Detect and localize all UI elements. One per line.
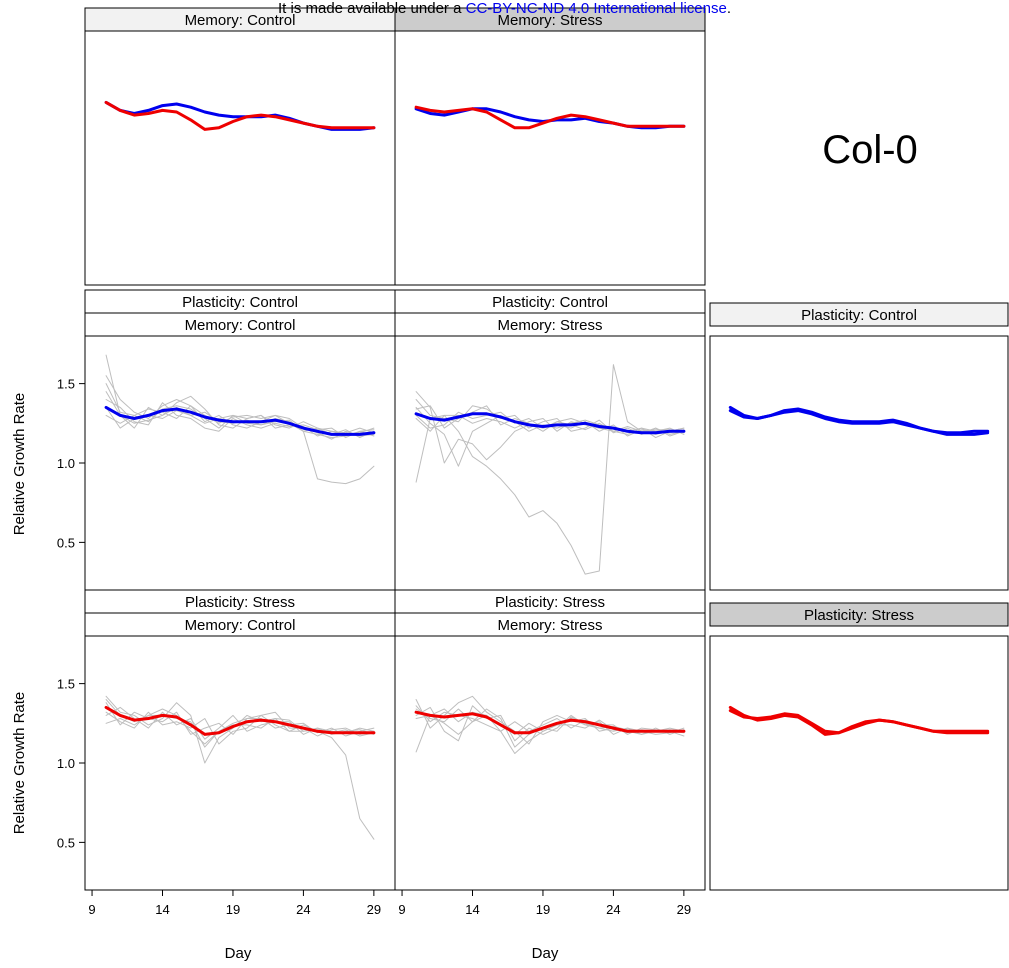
series-line-mem_ctrl-1 (104, 100, 376, 131)
strip-ps_ms-memory: Memory: Stress (497, 617, 602, 634)
individual-line-pc_mc-2 (105, 391, 375, 435)
panel-pc_mc (84, 335, 396, 591)
y-tick-label: 0.5 (57, 535, 75, 550)
y-tick-label: 1.0 (57, 456, 75, 471)
x-tick-label: 19 (536, 902, 550, 917)
x-tick-label: 24 (606, 902, 620, 917)
panel-ps_mc (84, 635, 396, 891)
y-tick-label: 1.5 (57, 677, 75, 692)
x-axis-label-left: Day (225, 945, 252, 962)
strip-pc_mc-memory: Memory: Control (185, 317, 296, 334)
x-tick-label: 14 (155, 902, 169, 917)
strip-layer: Plasticity: Control Memory: Control Plasti… (84, 7, 1009, 637)
license-link[interactable]: CC-BY-NC-ND 4.0 International license (465, 0, 727, 17)
strip-ps_ms-plasticity: Plasticity: Stress (495, 594, 605, 611)
strip-plasticity-control-right-box (709, 302, 1009, 327)
strip-memory-stress: Memory: Stress (497, 12, 602, 29)
mean-line-pc_ms (414, 412, 686, 435)
strip-plasticity-stress-right: Plasticity: Stress (804, 607, 914, 624)
panel-plast_ctrl (709, 335, 1009, 591)
panel-ps_ms (394, 635, 706, 891)
strip-ps_mc-plasticity: Plasticity: Stress (185, 594, 295, 611)
individual-line-ps_ms-4 (415, 708, 685, 735)
series-line-plast_ctrl-1 (728, 409, 990, 435)
strip-ps_mc-memory: Memory: Control (185, 617, 296, 634)
x-tick-label: 19 (226, 902, 240, 917)
axis-layer: 0.5 1.0 1.5 0.5 1.0 1.5 9 14 19 24 29 9 14 19 24 29 (57, 377, 691, 917)
y-tick-label: 0.5 (57, 835, 75, 850)
banner-text: It is made available under a (277, 0, 466, 17)
strip-pc_ms-plasticity: Plasticity: Control (492, 294, 608, 311)
y-tick-label: 1.0 (57, 756, 75, 771)
strip-memory-control: Memory: Control (185, 12, 296, 29)
banner-suffix: . (726, 0, 731, 17)
license-banner: It is made available under a CC-BY-NC-ND… (0, 0, 1009, 22)
genotype-label: Col-0 (822, 128, 918, 172)
y-tick-label: 1.5 (57, 377, 75, 392)
panel-plast_stress (709, 635, 1009, 891)
individual-line-ps_mc-2 (105, 711, 375, 745)
panel-mem_ctrl (84, 30, 396, 286)
x-tick-label: 9 (398, 902, 405, 917)
strip-plasticity-stress-right-box (709, 602, 1009, 627)
strip-pc_ms-memory: Memory: Stress (497, 317, 602, 334)
x-tick-label: 9 (88, 902, 95, 917)
individual-line-pc_ms-0 (415, 364, 685, 575)
series-line-plast_stress-1 (728, 709, 990, 735)
series-line-mem_stress-1 (414, 105, 686, 130)
y-axis-label-top: Relative Growth Rate (11, 393, 28, 536)
mean-line-ps_mc (104, 705, 376, 736)
strip-plasticity-control-right: Plasticity: Control (801, 307, 917, 324)
x-tick-label: 24 (296, 902, 310, 917)
panel-mem_stress (394, 30, 706, 286)
strip-pc_mc-plasticity: Plasticity: Control (182, 294, 298, 311)
panel-pc_ms (394, 335, 706, 591)
x-tick-label: 29 (677, 902, 691, 917)
mean-line-ps_ms (414, 710, 686, 735)
panel-layer (84, 30, 1009, 891)
mean-line-pc_mc (104, 405, 376, 436)
x-tick-label: 29 (367, 902, 381, 917)
individual-line-pc_mc-6 (105, 383, 375, 437)
x-axis-label-right: Day (532, 945, 559, 962)
x-tick-label: 14 (465, 902, 479, 917)
y-axis-label-bottom: Relative Growth Rate (11, 692, 28, 835)
individual-line-pc_mc-3 (105, 405, 375, 440)
